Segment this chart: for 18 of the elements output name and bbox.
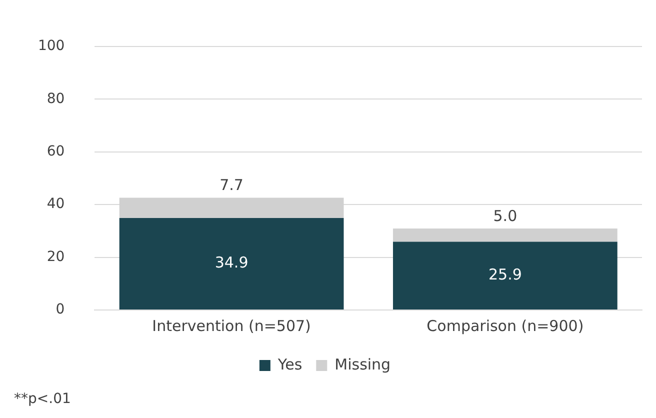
- data-label: 34.9: [214, 254, 248, 272]
- data-label: 25.9: [488, 266, 522, 284]
- bar: [119, 218, 344, 310]
- y-tick-label: 100: [38, 38, 65, 54]
- y-tick-label: 0: [56, 302, 65, 318]
- y-tick-label: 60: [46, 143, 65, 160]
- bar: [392, 228, 618, 242]
- x-tick-label: Comparison (n=900): [426, 316, 584, 335]
- y-tick-label: 20: [46, 248, 65, 265]
- y-tick-label: 80: [46, 90, 65, 107]
- data-label: 7.7: [220, 176, 244, 194]
- text: **p<.01: [14, 391, 72, 407]
- data-label: 5.0: [493, 206, 518, 225]
- legend-label: Missing: [334, 355, 391, 374]
- x-tick-label: Intervention (n=507): [152, 316, 311, 335]
- y-tick-label: 40: [46, 196, 65, 212]
- legend-label: Yes: [276, 355, 302, 374]
- bar: [392, 242, 618, 310]
